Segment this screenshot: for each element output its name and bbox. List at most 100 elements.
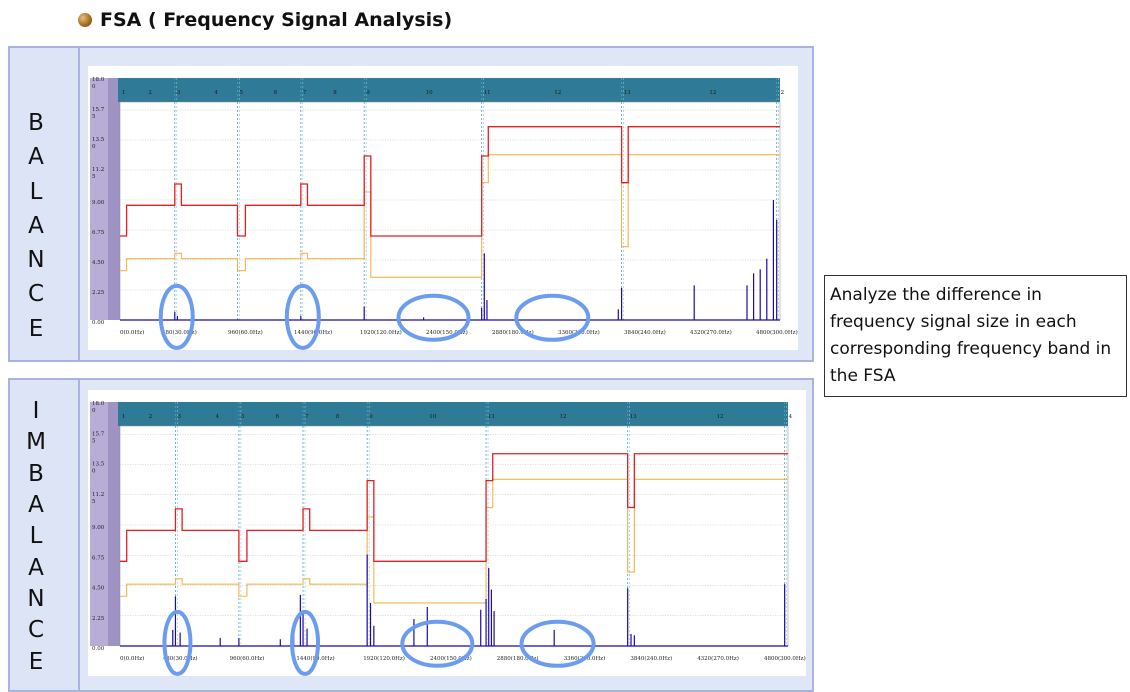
- band-label: 12: [717, 414, 724, 420]
- highlight-ellipse: [519, 619, 596, 668]
- band-label: 12: [709, 90, 716, 96]
- band-label: 11: [488, 414, 495, 420]
- vertical-letter: L: [29, 178, 43, 205]
- band-label: 4: [789, 414, 793, 420]
- chart-header-bar: [118, 78, 780, 102]
- orange-trace: [120, 478, 788, 604]
- highlight-ellipse: [396, 293, 471, 342]
- imbalance-chart: 18.0 0 15.7 5 13.5 0 11.2 5 9.00 6.75 4.50 2.25 0.00…: [88, 390, 806, 676]
- band-label: 2: [148, 90, 152, 96]
- band-label: 10: [429, 414, 436, 420]
- balance-chart: 18.0 0 15.7 5 13.5 0 11.2 5 9.00 6.75 4.50 2.25 0.00…: [88, 66, 798, 350]
- y-tick-label: 4.50: [92, 586, 105, 592]
- highlight-ellipse: [290, 609, 321, 676]
- imbalance-fsa-chart: 18.0015.7513.5011.259.006.754.502.250.00…: [90, 401, 806, 676]
- y-tick-label: 6.75: [92, 230, 105, 236]
- highlight-ellipse: [284, 283, 321, 350]
- x-tick-label: 2880(180.0Hz): [492, 329, 534, 336]
- plot-area: [119, 101, 781, 321]
- band-label: 10: [426, 90, 433, 96]
- x-tick-label: 480(30.0Hz): [162, 329, 197, 336]
- y-tick-label: 5: [92, 499, 96, 505]
- title-text: FSA ( Frequency Signal Analysis): [100, 9, 453, 31]
- y-axis-strip-inner: [90, 78, 108, 320]
- x-tick-label: 1440(90.0Hz): [294, 329, 332, 336]
- vertical-letter: M: [26, 429, 46, 456]
- y-tick-label: 0: [92, 408, 96, 414]
- x-tick-label: 4320(270.0Hz): [697, 655, 739, 662]
- vertical-letter: B: [28, 110, 44, 136]
- band-label: 9: [369, 414, 373, 420]
- band-label: 8: [336, 414, 340, 420]
- analysis-note: Analyze the difference in frequency sign…: [824, 275, 1127, 397]
- x-tick-label: 3840(240.0Hz): [624, 329, 666, 336]
- y-tick-label: 5: [92, 174, 96, 180]
- band-label: 12: [560, 414, 567, 420]
- band-label: 5: [239, 90, 243, 96]
- band-label: 1: [122, 414, 126, 420]
- y-tick-label: 13.5: [92, 137, 105, 143]
- y-tick-label: 0: [92, 144, 96, 150]
- vertical-letter: E: [28, 648, 44, 675]
- x-tick-label: 4800(300.0Hz): [764, 655, 806, 662]
- y-tick-label: 0.00: [92, 646, 105, 652]
- band-label: 4: [214, 90, 218, 96]
- y-tick-label: 2.25: [92, 290, 105, 296]
- y-tick-label: 15.7: [92, 107, 105, 113]
- y-tick-label: 0.00: [92, 320, 105, 326]
- vertical-letter: I: [32, 398, 40, 424]
- vertical-letter: C: [27, 617, 45, 644]
- band-label: 2: [149, 414, 153, 420]
- chart-header-bar: [118, 402, 788, 426]
- band-label: 8: [333, 90, 337, 96]
- x-tick-label: 1920(120.0Hz): [360, 329, 402, 336]
- plot-area: [119, 425, 789, 647]
- highlight-ellipse: [158, 283, 195, 350]
- section-title: FSA ( Frequency Signal Analysis): [78, 6, 452, 34]
- y-tick-label: 6.75: [92, 555, 105, 561]
- x-tick-label: 1920(120.0Hz): [363, 655, 405, 662]
- orange-trace: [120, 154, 780, 278]
- x-tick-label: 0(0.0Hz): [120, 329, 144, 336]
- x-tick-label: 960(60.0Hz): [230, 655, 265, 662]
- x-tick-label: 960(60.0Hz): [228, 329, 263, 336]
- y-tick-label: 5: [92, 114, 96, 120]
- band-label: 6: [274, 90, 278, 96]
- band-label: 3: [177, 90, 181, 96]
- x-tick-label: 0(0.0Hz): [120, 655, 144, 662]
- x-tick-label: 2400(150.0Hz): [426, 329, 468, 336]
- band-label: 12: [554, 90, 561, 96]
- x-tick-label: 2400(150.0Hz): [430, 655, 472, 662]
- y-tick-label: 4.50: [92, 260, 105, 266]
- vertical-letter: B: [28, 460, 44, 487]
- y-tick-label: 9.00: [92, 525, 105, 531]
- x-tick-label: 3840(240.0Hz): [630, 655, 672, 662]
- y-tick-label: 2.25: [92, 616, 105, 622]
- highlight-ellipse: [514, 293, 591, 342]
- band-label: 4: [216, 414, 220, 420]
- band-label: 11: [484, 90, 491, 96]
- x-tick-label: 4320(270.0Hz): [690, 329, 732, 336]
- x-tick-label: 4800(300.0Hz): [756, 329, 798, 336]
- y-axis-strip-inner: [90, 402, 108, 646]
- vertical-letter: C: [27, 281, 45, 308]
- vertical-letter: A: [28, 144, 44, 171]
- y-tick-label: 5: [92, 438, 96, 444]
- y-tick-label: 0: [92, 84, 96, 90]
- y-tick-label: 11.2: [92, 492, 104, 498]
- vertical-letter: A: [28, 492, 44, 518]
- band-label: 3: [177, 414, 181, 420]
- y-tick-label: 11.2: [92, 167, 104, 173]
- vertical-letter: L: [29, 523, 43, 550]
- red-trace: [120, 126, 780, 237]
- bullet-icon: [78, 13, 92, 27]
- y-tick-label: 15.7: [92, 431, 105, 437]
- y-tick-label: 18.0: [92, 401, 105, 407]
- vertical-letter: N: [27, 586, 45, 612]
- y-tick-label: 18.0: [92, 77, 105, 83]
- band-label: 7: [305, 414, 309, 420]
- y-tick-label: 13.5: [92, 462, 105, 468]
